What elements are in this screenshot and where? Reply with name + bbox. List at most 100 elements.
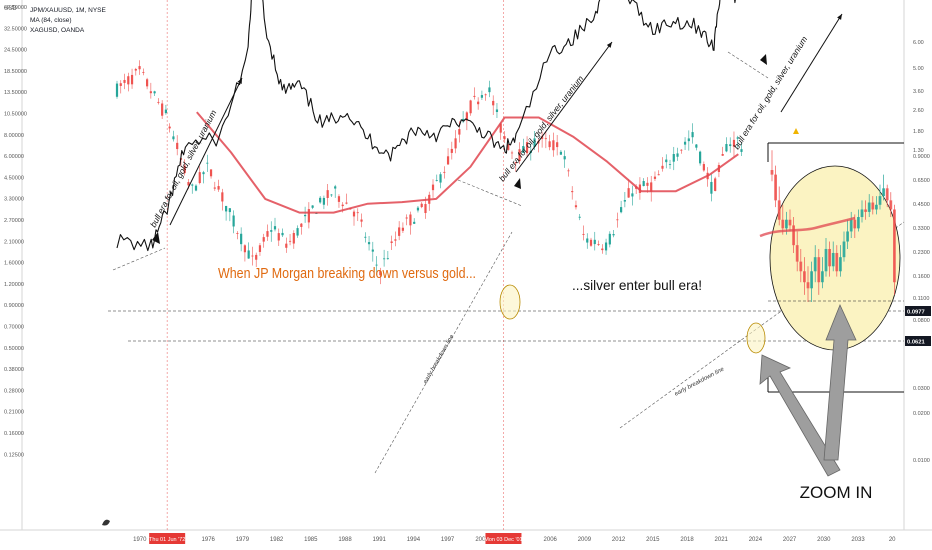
- zoom-candle-body: [889, 200, 893, 210]
- jpm-candle-body: [228, 208, 231, 213]
- jpm-candle-body: [563, 156, 566, 160]
- jpm-candle-body: [582, 233, 585, 235]
- jpm-candle-body: [518, 149, 521, 162]
- legend-symbol[interactable]: JPM/XAUUSD, 1M, NYSE: [30, 7, 106, 14]
- jpm-candle-body: [360, 219, 363, 222]
- bull-era-arrow-3-head: [837, 14, 842, 20]
- jpm-candle-body: [390, 241, 393, 243]
- jpm-candle-body: [586, 238, 589, 243]
- jpm-candle-body: [446, 156, 450, 165]
- jpm-candle-body: [247, 250, 250, 259]
- x-axis-year-label: 1991: [373, 537, 387, 543]
- jpm-candle-body: [597, 244, 600, 245]
- jpm-candle-body: [676, 153, 679, 157]
- pointer-marker: [152, 232, 160, 244]
- x-axis-year-label: 2033: [851, 537, 865, 543]
- time-marker-box: [149, 533, 186, 544]
- jpm-candle-body: [176, 142, 179, 150]
- x-axis-year-label: 2009: [578, 537, 592, 543]
- jpm-candle-body: [514, 162, 517, 164]
- jpm-candle-body: [198, 172, 201, 183]
- jpm-candle-body: [740, 149, 743, 152]
- zoom-candle-body: [774, 174, 777, 201]
- jpm-candle-body: [650, 182, 653, 192]
- breakdown-highlight-current: [746, 322, 766, 354]
- x-axis-year-label: 1970: [133, 537, 147, 543]
- zoom-candles: [770, 150, 896, 302]
- x-axis-year-label: 2012: [612, 537, 626, 543]
- zoom-candle-body: [831, 252, 835, 267]
- jpm-candle-body: [729, 144, 732, 147]
- jpm-candle-body: [721, 154, 724, 156]
- bull-era-label-1: bull era for oil, gold, silver, uranium: [148, 108, 218, 229]
- jpm-candle-body: [322, 197, 326, 205]
- currency-label: USD: [4, 6, 17, 12]
- x-axis-year-label: 2021: [715, 537, 729, 543]
- jpm-candle-body: [657, 174, 660, 176]
- zoom-candle-body: [813, 257, 817, 272]
- jpm-candle-body: [330, 194, 333, 196]
- price-tag-box: [905, 336, 931, 346]
- jpm-candle-body: [292, 233, 295, 244]
- x-axis-year-label: 1976: [202, 537, 216, 543]
- left-axis-tick: 3.30000: [4, 197, 24, 203]
- right-axis-tick-upper: 5.00: [913, 66, 924, 72]
- zoom-candle-body: [817, 257, 821, 283]
- early-trend-line: [112, 247, 166, 271]
- jpm-candle-body: [405, 217, 408, 219]
- legend-ma[interactable]: MA (84, close): [30, 17, 72, 24]
- zoom-candle-body: [781, 219, 785, 229]
- legend-silver[interactable]: XAGUSD, OANDA: [30, 27, 85, 34]
- right-axis-tick-lower: 0.1100: [913, 296, 929, 302]
- zoom-candle-body: [893, 209, 896, 283]
- jpm-candle-body: [281, 232, 284, 236]
- price-tag: 0.0977: [907, 310, 925, 316]
- right-axis-tick-upper: 2.60: [913, 108, 924, 114]
- jpm-candle-body: [710, 181, 713, 194]
- jpm-candle-body: [604, 242, 608, 251]
- jpm-candle-body: [326, 190, 329, 198]
- jpm-candle-body: [574, 205, 578, 208]
- jpm-candle-body: [367, 242, 371, 245]
- ma-84-line: [196, 111, 739, 214]
- jpm-candle-body: [164, 109, 168, 114]
- left-axis-tick: 0.28000: [4, 388, 24, 394]
- x-axis-year-label: 2000: [475, 537, 489, 543]
- jpm-candle-body: [243, 245, 247, 253]
- jpm-candle-body: [503, 136, 506, 140]
- zoom-arrow-1: [759, 354, 841, 477]
- jpm-candle-body: [627, 188, 630, 198]
- jpm-candle-body: [477, 101, 480, 105]
- jpm-breaking-annotation: When JP Morgan breaking down versus gold…: [218, 265, 476, 282]
- jpm-candle-body: [352, 211, 356, 217]
- x-axis-year-label: 20: [889, 537, 896, 543]
- jpm-candle-body: [153, 91, 156, 94]
- time-marker-label: Mon 03 Dec '01: [484, 537, 522, 543]
- x-axis-year-label: 2024: [749, 537, 763, 543]
- time-marker-box: [485, 533, 522, 544]
- jpm-candle-body: [431, 184, 435, 191]
- jpm-candle-body: [371, 249, 374, 252]
- jpm-candle-body: [522, 145, 525, 153]
- jpm-candle-body: [206, 162, 209, 164]
- zoom-candle-body: [792, 225, 795, 246]
- jpm-candle-body: [221, 192, 224, 202]
- bull-era-label-2: bull era for oil, gold, silver, uranium: [497, 74, 586, 184]
- zoom-candle-body: [875, 204, 878, 210]
- jpm-candle-body: [138, 66, 141, 70]
- right-axis-tick-lower: 0.3300: [913, 226, 930, 232]
- jpm-candle-body: [642, 181, 645, 187]
- x-axis-year-label: 1997: [441, 537, 455, 543]
- jpm-candle-body: [672, 154, 675, 162]
- right-axis-tick-lower: 0.0300: [913, 386, 930, 392]
- jpm-candle-body: [401, 227, 405, 231]
- jpm-candle-body: [311, 205, 314, 208]
- x-axis-year-label: 2015: [646, 537, 660, 543]
- right-axis-tick-lower: 0.2300: [913, 250, 930, 256]
- bull-era-arrow-2-head: [606, 42, 612, 48]
- early-breakdown-line-1: [374, 231, 513, 474]
- zoom-candle-body: [846, 231, 849, 242]
- left-axis-tick: 0.70000: [4, 325, 24, 331]
- jpm-candle-body: [443, 171, 446, 173]
